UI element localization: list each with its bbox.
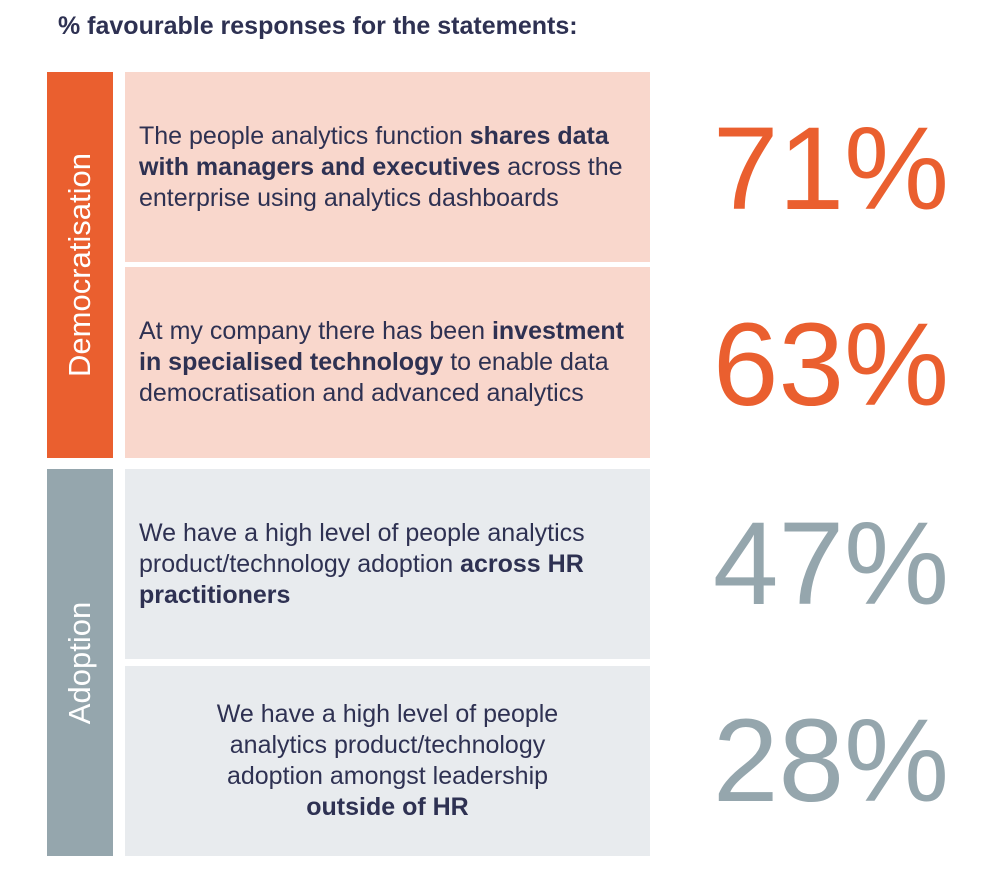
group-bar-adoption: Adoption (47, 469, 113, 856)
statement-text: We have a high level of people analytics… (185, 699, 590, 823)
statement-box: We have a high level of people analytics… (125, 469, 650, 659)
statement-text-plain: The people analytics function (139, 121, 470, 150)
value-label: 71% (712, 103, 950, 235)
group-label-democratisation: Democratisation (62, 153, 97, 377)
statement-text-emphasis: across HR practitioners (139, 549, 584, 609)
statement-text-plain: At my company there has been (139, 317, 492, 345)
statement-text-emphasis: outside of HR (306, 793, 469, 821)
statement-text-plain: We have a high level of people analytics… (216, 700, 559, 790)
statement-box: The people analytics function shares dat… (125, 72, 650, 262)
statement-text: At my company there has been investment … (139, 316, 636, 409)
value-label: 28% (712, 695, 950, 827)
statement-text: We have a high level of people analytics… (139, 518, 636, 611)
statement-text-plain: We have a high level of people analytics… (139, 518, 585, 578)
statement-text-emphasis: investment in specialised technology (139, 317, 624, 376)
value-label: 47% (712, 498, 950, 630)
group-label-adoption: Adoption (62, 601, 97, 724)
group-bar-democratisation: Democratisation (47, 72, 113, 458)
statement-text-plain: to enable data democratisation and advan… (139, 348, 609, 407)
statement-box: We have a high level of people analytics… (125, 666, 650, 856)
chart-title: % favourable responses for the statement… (58, 12, 578, 40)
statement-box: At my company there has been investment … (125, 267, 650, 458)
value-label: 63% (712, 299, 950, 431)
statement-text-plain: across the enterprise using analytics da… (139, 152, 623, 212)
statement-text: The people analytics function shares dat… (139, 121, 636, 214)
statement-text-emphasis: shares data with managers and executives (139, 121, 609, 181)
